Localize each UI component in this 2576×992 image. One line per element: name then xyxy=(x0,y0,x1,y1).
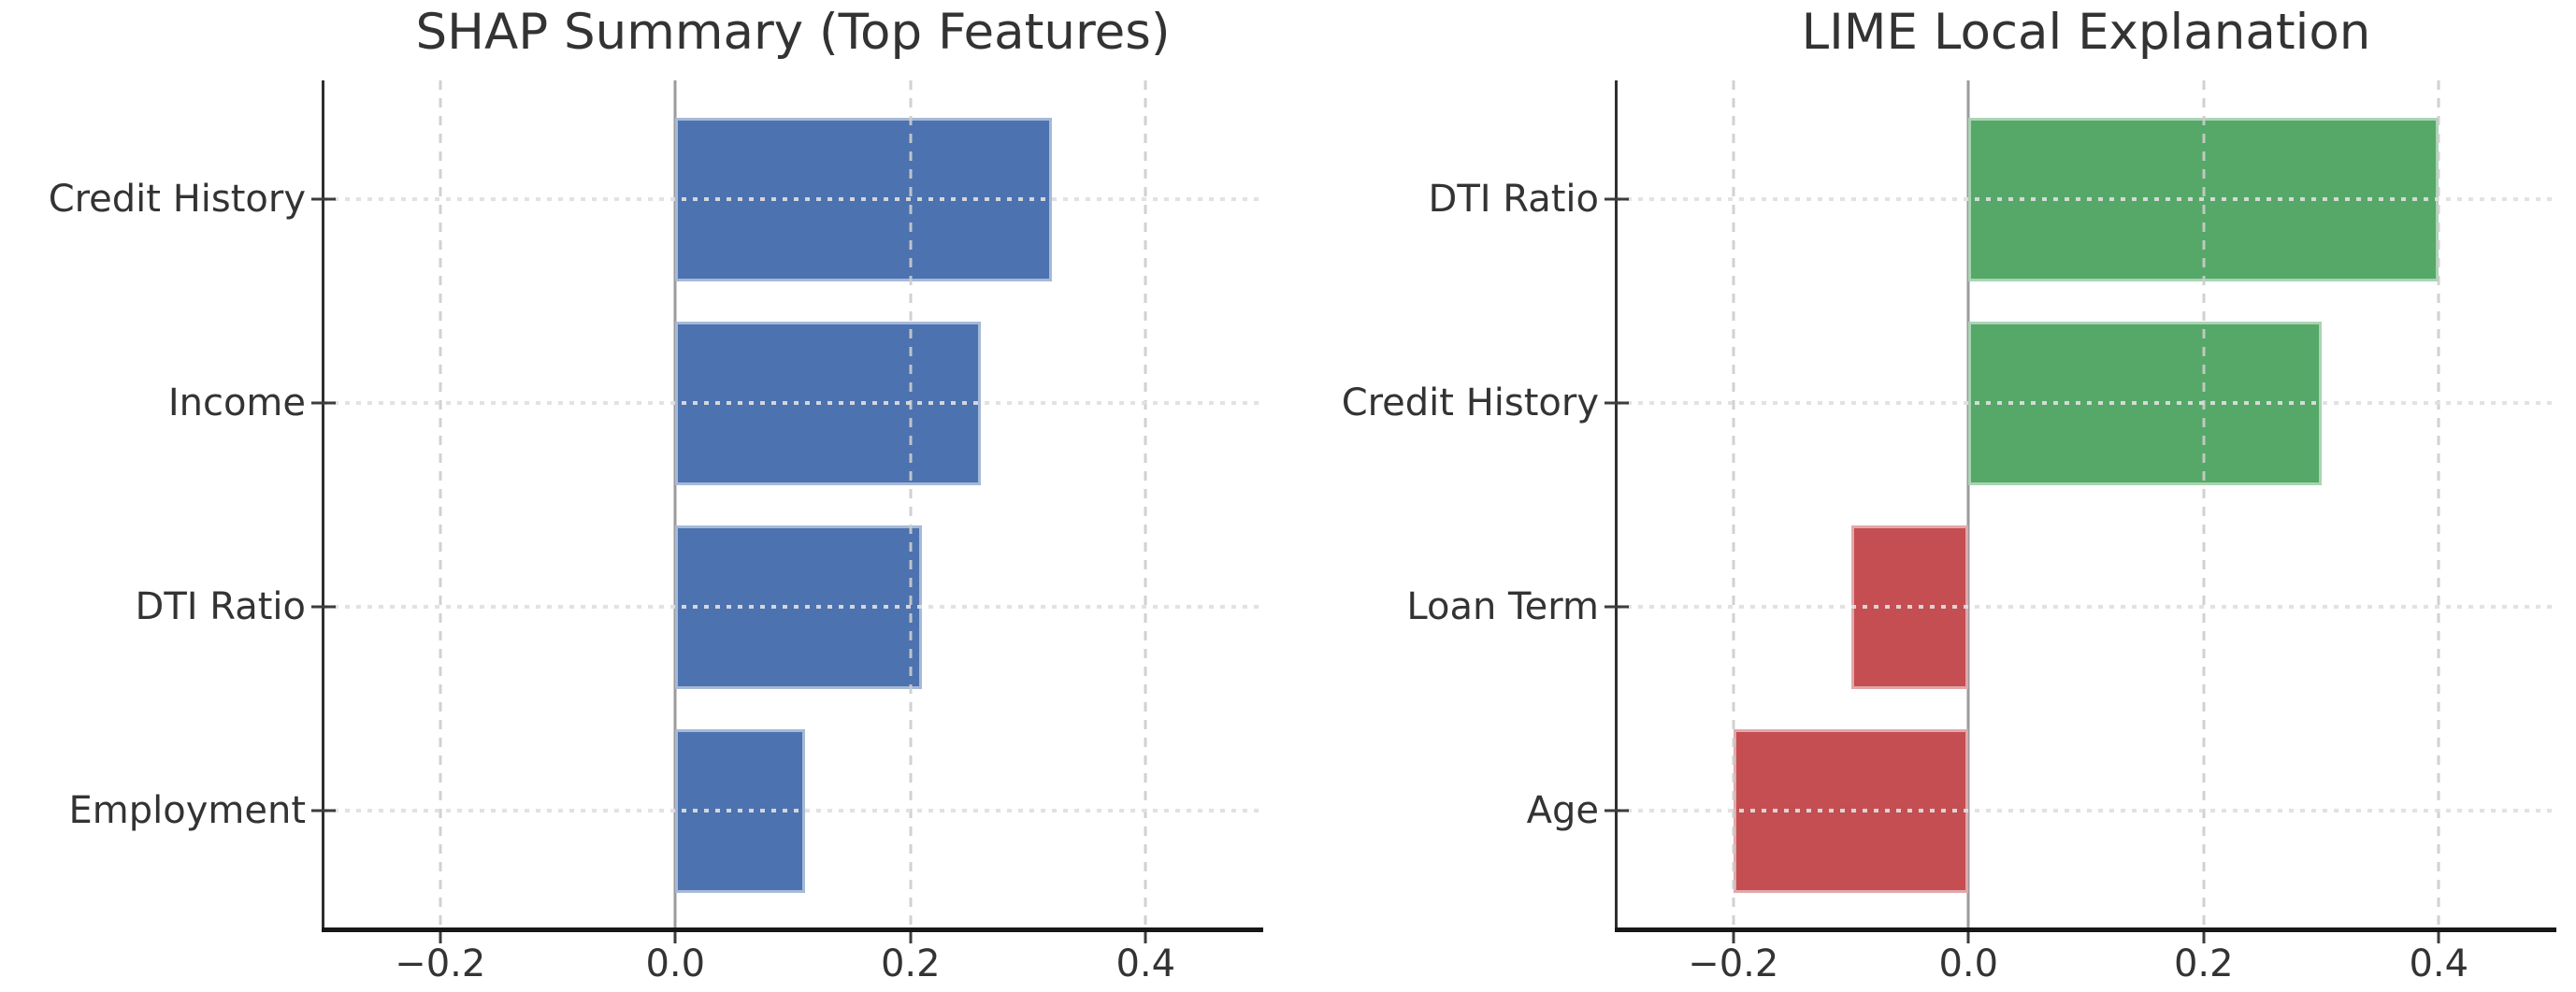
shap-plot-area: SHAP Summary (Top Features) −0.2 0.0 0.2 0.… xyxy=(49,4,1263,985)
y-axis-spine xyxy=(1615,80,1618,927)
y-tick-label-credit-history: Credit History xyxy=(1341,381,1599,424)
x-axis-spine xyxy=(322,927,1263,932)
y-tick-label-dti-ratio: DTI Ratio xyxy=(1428,178,1599,221)
x-gridline-0.4 xyxy=(2437,80,2440,927)
y-gridline-loan-term xyxy=(1616,605,2556,609)
y-tick-label-age: Age xyxy=(1526,789,1599,832)
y-gridline-credit-history xyxy=(1616,401,2556,405)
zero-line xyxy=(1966,80,1970,927)
x-tick-label-0.4: 0.4 xyxy=(2409,942,2469,985)
y-tick-mark-dti-ratio xyxy=(311,605,336,609)
x-tick-label-0.2: 0.2 xyxy=(2173,942,2234,985)
lime-plot-area: LIME Local Explanation −0.2 0.0 0.2 0.4 DTI … xyxy=(1342,4,2556,985)
x-tick-mark-0.0 xyxy=(1966,932,1970,943)
x-gridline-0.4 xyxy=(1144,80,1147,927)
x-tick-label-0.2: 0.2 xyxy=(880,942,941,985)
y-tick-label-income: Income xyxy=(167,381,306,424)
y-tick-label-credit-history: Credit History xyxy=(48,178,306,221)
x-tick-label-−0.2: −0.2 xyxy=(395,942,486,985)
y-tick-mark-income xyxy=(311,401,336,405)
x-tick-mark-0.2 xyxy=(909,932,913,943)
y-tick-mark-dti-ratio xyxy=(1605,197,1629,201)
x-tick-label-0.4: 0.4 xyxy=(1115,942,1176,985)
y-axis-spine xyxy=(322,80,324,927)
y-tick-label-employment: Employment xyxy=(68,789,307,832)
y-gridline-employment xyxy=(323,809,1263,812)
x-tick-mark-−0.2 xyxy=(1732,932,1735,943)
x-gridline-−0.2 xyxy=(1732,80,1735,927)
x-tick-mark-0.4 xyxy=(2437,932,2440,943)
y-gridline-dti-ratio xyxy=(1616,197,2556,201)
x-tick-mark-−0.2 xyxy=(439,932,442,943)
x-gridline-−0.2 xyxy=(439,80,442,927)
y-tick-mark-credit-history xyxy=(311,197,336,201)
lime-chart-title: LIME Local Explanation xyxy=(1801,4,2371,61)
y-gridline-age xyxy=(1616,809,2556,812)
y-tick-mark-loan-term xyxy=(1605,605,1629,609)
y-tick-mark-credit-history xyxy=(1605,401,1629,405)
x-tick-label-0.0: 0.0 xyxy=(645,942,706,985)
y-tick-mark-age xyxy=(1605,809,1629,812)
y-gridline-income xyxy=(323,401,1263,405)
y-gridline-dti-ratio xyxy=(323,605,1263,609)
x-tick-mark-0.4 xyxy=(1144,932,1147,943)
zero-line xyxy=(673,80,677,927)
x-gridline-0.2 xyxy=(2202,80,2206,927)
y-tick-mark-employment xyxy=(311,809,336,812)
x-tick-label-0.0: 0.0 xyxy=(1938,942,1999,985)
x-axis-spine xyxy=(1615,927,2556,932)
shap-chart-title: SHAP Summary (Top Features) xyxy=(415,4,1171,61)
x-tick-label-−0.2: −0.2 xyxy=(1688,942,1779,985)
x-gridline-0.2 xyxy=(909,80,913,927)
y-gridline-credit-history xyxy=(323,197,1263,201)
x-tick-mark-0.0 xyxy=(673,932,677,943)
y-tick-label-loan-term: Loan Term xyxy=(1406,585,1599,628)
x-tick-mark-0.2 xyxy=(2202,932,2206,943)
y-tick-label-dti-ratio: DTI Ratio xyxy=(135,585,306,628)
